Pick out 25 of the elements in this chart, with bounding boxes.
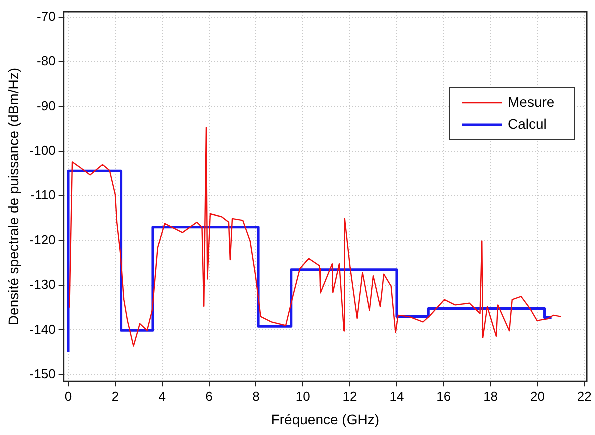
y-tick-label: -100 bbox=[30, 143, 56, 158]
y-tick-label: -130 bbox=[30, 277, 56, 292]
y-axis-title: Densité spectrale de puissance (dBm/Hz) bbox=[5, 68, 22, 326]
x-axis-title: Fréquence (GHz) bbox=[271, 411, 380, 428]
x-tick-label: 8 bbox=[252, 388, 260, 404]
x-tick-label: 4 bbox=[158, 388, 166, 404]
y-tick-label: -110 bbox=[30, 188, 56, 203]
x-tick-label: 6 bbox=[206, 388, 213, 404]
legend-label: Mesure bbox=[508, 94, 555, 110]
x-tick-label: 18 bbox=[484, 388, 498, 404]
x-tick-label: 2 bbox=[112, 388, 120, 404]
x-tick-label: 0 bbox=[64, 388, 72, 404]
y-tick-label: -150 bbox=[30, 366, 56, 382]
x-tick-label: 16 bbox=[436, 388, 452, 404]
x-tick-label: 12 bbox=[342, 388, 358, 404]
y-tick-label: -90 bbox=[37, 98, 56, 114]
x-tick-label: 14 bbox=[390, 388, 404, 404]
x-tick-label: 20 bbox=[530, 388, 545, 404]
legend-label: Calcul bbox=[508, 116, 547, 132]
y-tick-label: -70 bbox=[37, 8, 56, 24]
y-tick-label: -80 bbox=[37, 54, 56, 69]
x-tick-label: 10 bbox=[296, 388, 310, 404]
y-tick-label: -120 bbox=[30, 232, 56, 248]
y-tick-label: -140 bbox=[30, 322, 56, 337]
x-tick-label: 22 bbox=[577, 388, 592, 404]
